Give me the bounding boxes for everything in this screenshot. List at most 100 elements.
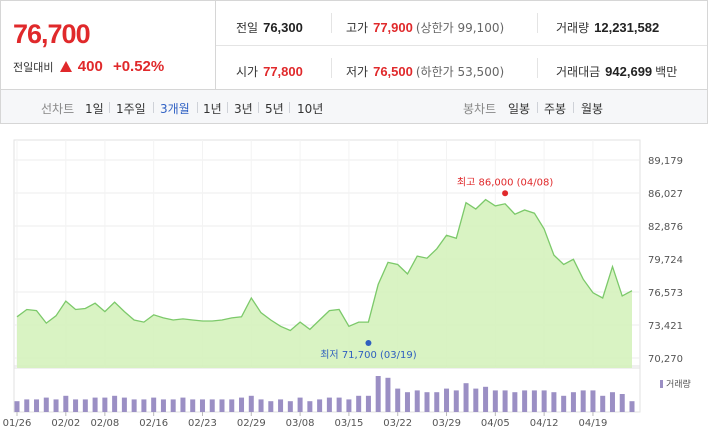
low-label: 저가 bbox=[346, 65, 369, 79]
x-tick-label: 01/26 bbox=[3, 418, 32, 429]
tab-daily-candle[interactable]: 일봉 bbox=[508, 102, 531, 116]
volume-bar bbox=[512, 392, 518, 412]
x-tick-labels: 01/26 02/02 02/08 02/16 02/23 02/29 03/08 03/15… bbox=[3, 412, 607, 429]
volume-bar bbox=[502, 390, 508, 412]
volume-bar bbox=[600, 395, 606, 412]
volume-bar bbox=[53, 399, 59, 412]
volume-bar bbox=[112, 395, 118, 412]
volume-bar bbox=[531, 390, 537, 412]
x-tick-label: 03/08 bbox=[286, 418, 315, 429]
up-triangle-icon bbox=[59, 61, 72, 72]
volume-bar bbox=[522, 390, 528, 412]
price-box: 76,700 전일대비 400 +0.52% bbox=[1, 1, 216, 89]
line-chart-label: 선차트 bbox=[41, 102, 75, 116]
quote-summary: 76,700 전일대비 400 +0.52% 전일 76,300 고가 77,900… bbox=[0, 0, 708, 90]
prev-close-value: 76,300 bbox=[263, 20, 303, 35]
volume-bar bbox=[151, 397, 157, 412]
trade-amount: 거래대금 942,699 백만 bbox=[556, 63, 677, 80]
volume-bar bbox=[434, 392, 440, 412]
volume-bar bbox=[492, 390, 498, 412]
volume-bar bbox=[551, 392, 557, 412]
volume-bar bbox=[180, 397, 186, 412]
volume-bar bbox=[24, 399, 30, 412]
volume-legend-label: 거래량 bbox=[666, 378, 691, 390]
upper-limit: (상한가 99,100) bbox=[415, 21, 505, 35]
low-price: 저가 76,500 (하한가 53,500) bbox=[346, 63, 504, 80]
divider bbox=[573, 102, 574, 113]
x-tick-label: 03/22 bbox=[383, 418, 412, 429]
volume-bar bbox=[239, 397, 245, 412]
volume-bar bbox=[609, 392, 615, 412]
volume-bar bbox=[561, 395, 567, 412]
high-price: 고가 77,900 (상한가 99,100) bbox=[346, 19, 504, 36]
volume-bar bbox=[219, 399, 225, 412]
x-tick-label: 04/05 bbox=[481, 418, 510, 429]
y-tick-labels: 89,179 86,027 82,876 79,724 76,573 73,421 70,2… bbox=[648, 156, 683, 365]
legend-swatch bbox=[660, 380, 663, 388]
volume-bar bbox=[43, 397, 49, 412]
tab-1w[interactable]: 1주일 bbox=[116, 102, 146, 116]
volume-bar bbox=[229, 399, 235, 412]
high-label: 고가 bbox=[346, 21, 369, 35]
volume-bar bbox=[424, 392, 430, 412]
min-annotation: 최저 71,700 (03/19) bbox=[320, 349, 416, 361]
volume-bars: 거래량 bbox=[14, 376, 691, 412]
y-tick-label: 86,027 bbox=[648, 189, 683, 200]
change-row: 전일대비 400 +0.52% bbox=[13, 58, 164, 75]
candle-chart-label: 봉차트 bbox=[463, 102, 497, 116]
volume-bar bbox=[317, 399, 323, 412]
divider bbox=[537, 102, 538, 113]
tab-1y[interactable]: 1년 bbox=[203, 102, 222, 116]
change-value: 400 bbox=[77, 58, 103, 75]
volume-bar bbox=[365, 395, 371, 412]
volume-bar bbox=[287, 401, 293, 412]
lower-limit: (하한가 53,500) bbox=[415, 65, 505, 79]
volume-bar bbox=[414, 390, 420, 412]
price-chart-svg: 89,179 86,027 82,876 79,724 76,573 73,421 70,2… bbox=[3, 139, 691, 429]
volume-bar bbox=[444, 388, 450, 412]
x-tick-label: 02/02 bbox=[51, 418, 80, 429]
volume-bar bbox=[170, 399, 176, 412]
volume-bar bbox=[131, 399, 137, 412]
tab-1d[interactable]: 1일 bbox=[85, 102, 104, 116]
tab-10y[interactable]: 10년 bbox=[297, 102, 324, 116]
volume-bar bbox=[356, 395, 362, 412]
tab-monthly-candle[interactable]: 월봉 bbox=[581, 102, 604, 116]
high-value: 77,900 bbox=[373, 20, 413, 35]
volume-bar bbox=[629, 401, 635, 412]
tab-3m[interactable]: 3개월 bbox=[160, 102, 190, 116]
price-area-fill bbox=[17, 199, 632, 368]
x-tick-label: 03/15 bbox=[334, 418, 363, 429]
volume-bar bbox=[473, 388, 479, 412]
price-line bbox=[16, 198, 633, 332]
max-marker bbox=[502, 190, 509, 197]
divider bbox=[258, 102, 259, 113]
volume-bar bbox=[63, 395, 69, 412]
chart-tabs: 선차트 1일 1주일 3개월 1년 3년 5년 10년 봉차트 일봉 주봉 월봉 bbox=[0, 90, 708, 124]
volume-bar bbox=[121, 397, 127, 412]
volume-bar bbox=[590, 390, 596, 412]
tab-3y[interactable]: 3년 bbox=[234, 102, 253, 116]
y-tick-label: 82,876 bbox=[648, 222, 683, 233]
chart-annotations: 최고 86,000 (04/08) 최저 71,700 (03/19) bbox=[320, 176, 553, 361]
x-tick-label: 02/08 bbox=[90, 418, 119, 429]
y-tick-label: 76,573 bbox=[648, 288, 683, 299]
volume-bar bbox=[73, 399, 79, 412]
prev-close-label: 전일 bbox=[236, 21, 259, 35]
volume-value: 12,231,582 bbox=[594, 20, 660, 35]
volume-bar bbox=[141, 399, 147, 412]
divider bbox=[537, 58, 538, 78]
low-value: 76,500 bbox=[373, 64, 413, 79]
volume-bar bbox=[248, 395, 254, 412]
volume-bar bbox=[278, 399, 284, 412]
tab-weekly-candle[interactable]: 주봉 bbox=[544, 102, 567, 116]
volume-bar bbox=[385, 377, 391, 412]
volume-bar bbox=[619, 394, 625, 412]
volume-bar bbox=[326, 397, 332, 412]
tab-5y[interactable]: 5년 bbox=[265, 102, 284, 116]
price-chart: 89,179 86,027 82,876 79,724 76,573 73,421 70,2… bbox=[0, 124, 708, 440]
divider bbox=[537, 13, 538, 33]
volume-bar bbox=[336, 397, 342, 412]
max-annotation: 최고 86,000 (04/08) bbox=[457, 176, 553, 188]
divider bbox=[227, 102, 228, 113]
